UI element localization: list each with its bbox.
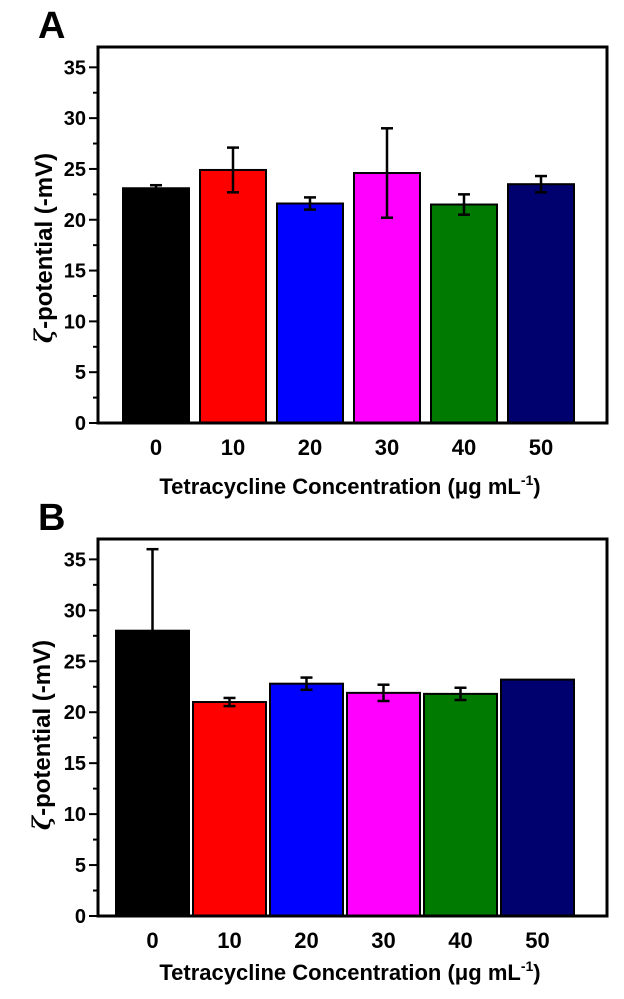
panel-a: A ζ-potential (-mV) Tetracycline Concent… (29, 5, 609, 499)
y-tick-label: 30 (64, 600, 86, 622)
error-bar-30 (381, 127, 393, 219)
error-bar-0 (146, 547, 159, 714)
bar-50 (507, 183, 575, 424)
x-tick-label: 50 (525, 928, 549, 953)
x-tick-label: 20 (298, 435, 322, 460)
error-bar-40 (454, 686, 467, 702)
y-tick-label: 5 (75, 362, 86, 384)
plot-frame (96, 537, 609, 918)
x-tick-label: 10 (221, 435, 245, 460)
x-tick-label: 0 (150, 435, 162, 460)
x-tick-label: 50 (529, 435, 553, 460)
error-bar-20 (300, 676, 313, 692)
y-axis-title-text: -potential (-mV) (29, 640, 56, 816)
x-tick-label: 30 (371, 928, 395, 953)
x-axis-title-text: Tetracycline Concentration (μg mL (159, 960, 520, 985)
y-tick-label: 15 (64, 261, 86, 283)
x-tick-label: 40 (452, 435, 476, 460)
panel-label-b: B (38, 497, 65, 539)
bar-20 (269, 682, 344, 917)
x-axis-title-close: ) (533, 960, 540, 985)
error-bar-0 (150, 183, 162, 193)
x-axis-title-sup: -1 (521, 958, 534, 974)
bar-40 (430, 203, 498, 424)
y-tick-label: 25 (64, 159, 86, 181)
x-tick-label: 40 (448, 928, 472, 953)
x-tick-label: 20 (294, 928, 318, 953)
bar-30 (346, 691, 421, 917)
y-tick-label: 10 (64, 804, 86, 826)
x-axis-title-text: Tetracycline Concentration (μg mL (159, 474, 520, 499)
x-tick-label: 10 (217, 928, 241, 953)
error-bar-40 (458, 193, 470, 216)
bar-0 (122, 187, 190, 424)
y-tick-label: 10 (64, 311, 86, 333)
bar-10 (199, 168, 267, 424)
y-tick-label: 20 (64, 702, 86, 724)
x-tick-label: 30 (375, 435, 399, 460)
y-tick-label: 20 (64, 210, 86, 232)
y-axis-title-a: ζ-potential (-mV) (29, 153, 58, 343)
y-tick-label: 35 (64, 549, 86, 571)
error-bar-30 (377, 683, 390, 703)
y-axis-title-b: ζ-potential (-mV) (27, 640, 56, 830)
y-tick-label: 30 (64, 108, 86, 130)
x-axis-title-sup: -1 (521, 472, 534, 488)
x-axis-title-b: Tetracycline Concentration (μg mL-1) (159, 958, 540, 985)
error-bar-50 (535, 174, 547, 194)
bar-10 (192, 701, 267, 918)
zeta-symbol: ζ (29, 327, 58, 343)
x-axis-title-a: Tetracycline Concentration (μg mL-1) (159, 472, 540, 499)
x-tick-label: 0 (146, 928, 158, 953)
y-tick-label: 35 (64, 57, 86, 79)
bar-40 (423, 692, 498, 917)
panel-b: B ζ-potential (-mV) Tetracycline Concent… (27, 497, 609, 985)
y-tick-label: 0 (75, 906, 86, 928)
error-bar-20 (304, 196, 316, 211)
plot-frame (96, 45, 609, 425)
error-bar-10 (227, 146, 239, 194)
panel-label-a: A (38, 5, 65, 47)
bar-20 (276, 202, 344, 424)
y-tick-label: 15 (64, 753, 86, 775)
zeta-symbol: ζ (27, 814, 56, 830)
y-tick-label: 25 (64, 651, 86, 673)
y-axis-title-text: -potential (-mV) (31, 153, 58, 329)
x-axis-title-close: ) (533, 474, 540, 499)
bar-50 (500, 678, 575, 918)
y-tick-label: 5 (75, 855, 86, 877)
y-tick-label: 0 (75, 413, 86, 435)
error-bar-10 (223, 696, 236, 708)
